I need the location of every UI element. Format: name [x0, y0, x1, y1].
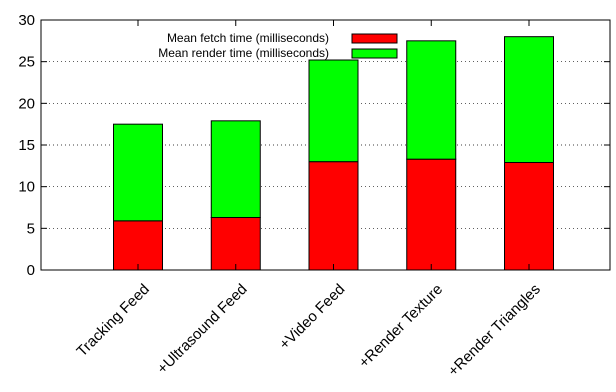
y-tick-label: 0: [27, 262, 35, 279]
bar-segment: [406, 40, 457, 160]
y-tick-label: 15: [18, 137, 35, 154]
bar-segment: [504, 36, 554, 164]
bar-segment: [113, 123, 163, 222]
legend-swatch: [351, 33, 398, 44]
legend-label: Mean render time (milliseconds): [158, 46, 329, 60]
x-tick-label: +Render Triangles: [445, 281, 544, 380]
bar-segment: [308, 161, 359, 271]
x-tick-label: +Video Feed: [276, 281, 348, 353]
legend: Mean fetch time (milliseconds)Mean rende…: [158, 31, 398, 60]
bar-segment: [406, 158, 457, 271]
bars: [113, 36, 554, 271]
legend-label: Mean fetch time (milliseconds): [167, 31, 329, 45]
y-axis: 0 5 10 15 20 25 30: [18, 12, 610, 279]
y-tick-label: 30: [18, 12, 35, 29]
y-tick-label: 10: [18, 179, 35, 196]
y-tick-label: 20: [18, 95, 35, 112]
x-tick-label: +Render Texture: [356, 281, 447, 372]
y-tick-label: 5: [27, 220, 35, 237]
legend-swatch: [351, 48, 398, 59]
x-tick-label: Tracking Feed: [73, 281, 152, 360]
x-tick-label: +Ultrasound Feed: [154, 281, 251, 378]
bar-segment: [210, 217, 261, 271]
bar-segment: [308, 59, 359, 163]
bar-segment: [113, 220, 163, 271]
bar-segment: [210, 120, 261, 218]
bar-segment: [504, 162, 554, 271]
y-tick-label: 25: [18, 54, 35, 71]
